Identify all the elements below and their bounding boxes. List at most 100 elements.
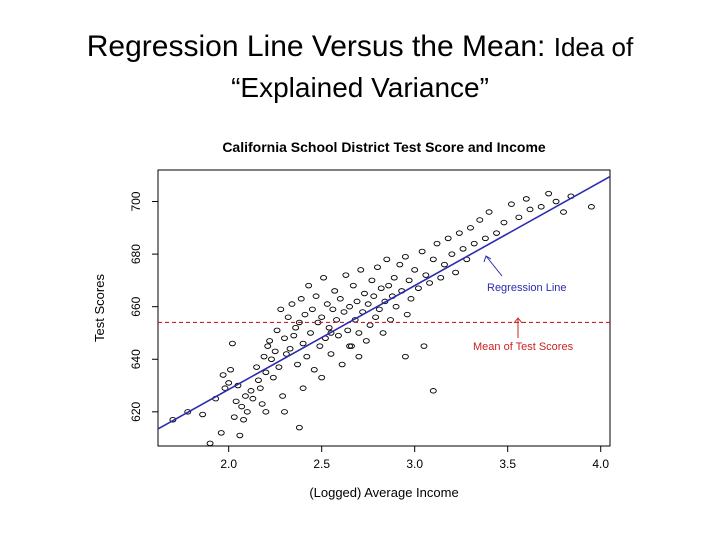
data-point	[225, 380, 233, 386]
data-point	[290, 332, 298, 339]
data-point	[228, 340, 236, 347]
data-point	[303, 353, 311, 360]
data-point	[258, 401, 266, 407]
data-point	[481, 235, 489, 242]
data-point	[433, 240, 441, 247]
data-point	[286, 345, 294, 352]
title-small: Idea of	[553, 32, 634, 62]
chart-title: California School District Test Score an…	[222, 139, 546, 155]
data-point	[455, 230, 463, 236]
data-point	[401, 353, 409, 360]
data-point	[316, 343, 324, 349]
y-tick-label: 660	[129, 296, 143, 316]
data-point	[281, 335, 288, 341]
data-point	[414, 285, 422, 292]
slide-title-line1: Regression Line Versus the Mean: Idea of	[0, 30, 720, 64]
data-point	[305, 282, 313, 289]
data-point	[500, 219, 508, 226]
data-point	[377, 285, 385, 292]
data-point	[232, 398, 240, 405]
x-axis: 2.0 2.5 3.0 3.5 4.0	[220, 446, 609, 471]
x-tick-label: 4.0	[592, 457, 609, 471]
data-point	[268, 356, 275, 363]
y-tick-label: 620	[129, 401, 143, 421]
data-point	[292, 324, 300, 331]
data-point	[470, 240, 478, 247]
data-point	[327, 330, 335, 336]
data-point	[230, 414, 238, 420]
data-point	[355, 330, 363, 336]
data-point	[587, 204, 595, 210]
data-point	[253, 364, 261, 370]
data-point	[390, 275, 398, 281]
data-point	[493, 230, 500, 236]
data-point	[297, 296, 305, 302]
data-point	[323, 301, 331, 307]
data-point	[307, 330, 314, 336]
data-point	[310, 367, 318, 373]
plot-frame	[157, 169, 611, 447]
data-point	[344, 327, 352, 334]
data-point	[275, 364, 283, 370]
data-point	[357, 267, 365, 273]
title-main: Regression Line Versus the Mean:	[86, 30, 546, 63]
data-point	[338, 361, 346, 368]
data-point	[379, 330, 387, 336]
data-point	[387, 317, 394, 323]
data-point	[262, 409, 270, 415]
data-point	[448, 251, 456, 257]
data-point	[320, 275, 327, 281]
data-point	[444, 235, 452, 242]
data-point	[279, 393, 287, 399]
data-point	[340, 309, 348, 315]
data-point	[199, 411, 207, 418]
data-point	[284, 314, 292, 320]
data-point	[366, 322, 374, 328]
data-point	[333, 317, 341, 323]
data-point	[336, 296, 344, 302]
data-point	[437, 275, 445, 281]
data-point	[241, 393, 249, 399]
data-point	[429, 388, 437, 394]
data-point	[273, 327, 281, 334]
data-point	[396, 261, 404, 268]
data-point	[219, 372, 227, 378]
y-axis: 620 640 660 680 700	[129, 191, 158, 422]
y-tick-label: 700	[129, 191, 143, 211]
data-point	[299, 340, 307, 347]
data-point	[206, 440, 214, 447]
mean-arrow-head	[513, 317, 523, 324]
data-point	[374, 264, 381, 271]
data-point	[294, 361, 301, 368]
data-point	[221, 385, 229, 391]
data-point	[269, 374, 277, 381]
annotations: Regression Line Mean of Test Scores	[473, 255, 574, 353]
data-point	[281, 409, 288, 415]
data-point	[426, 280, 434, 286]
data-point	[349, 282, 357, 289]
data-point	[362, 338, 370, 344]
data-point	[318, 374, 326, 381]
data-point	[375, 306, 383, 313]
data-point	[295, 424, 303, 431]
data-points	[169, 190, 595, 447]
data-point	[401, 253, 409, 260]
data-point	[507, 201, 515, 207]
data-point	[318, 314, 326, 320]
data-point	[545, 190, 553, 197]
data-point	[312, 293, 320, 299]
data-point	[537, 204, 545, 210]
x-tick-label: 2.5	[313, 457, 330, 471]
data-point	[485, 209, 493, 215]
data-point	[342, 272, 350, 278]
data-point	[515, 214, 523, 221]
data-point	[407, 296, 415, 302]
x-tick-label: 2.0	[220, 457, 237, 471]
data-point	[403, 311, 411, 318]
data-point	[240, 416, 248, 423]
data-point	[418, 248, 426, 255]
data-point	[254, 377, 262, 384]
x-tick-label: 3.0	[406, 457, 423, 471]
data-point	[467, 225, 474, 231]
data-point	[243, 409, 251, 415]
